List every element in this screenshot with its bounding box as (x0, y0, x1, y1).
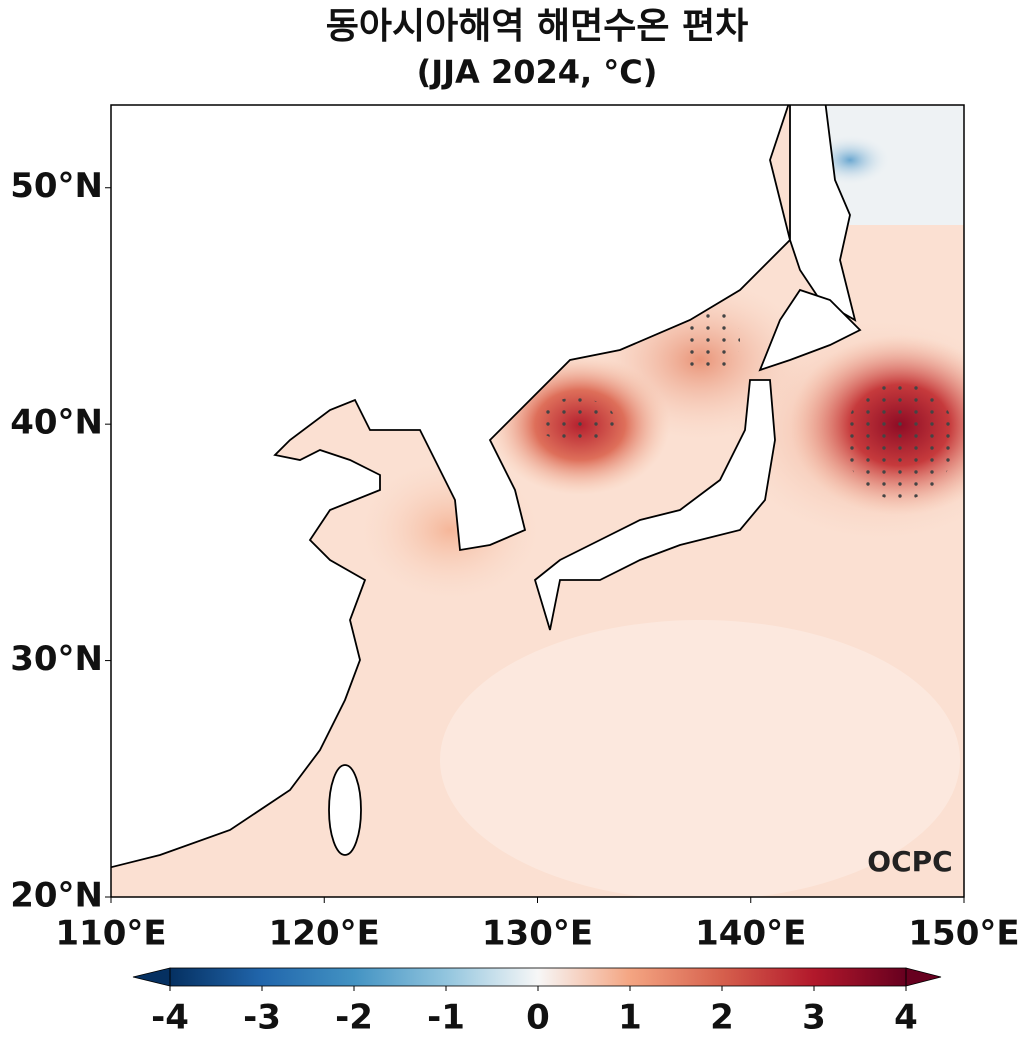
x-tick-label: 150°E (908, 914, 1019, 954)
x-tick-label: 110°E (55, 914, 166, 954)
colorbar-tick-label: 0 (526, 998, 550, 1038)
colorbar-tick-label: 1 (618, 998, 642, 1038)
sst-field (111, 105, 964, 897)
y-tick-label: 40°N (10, 403, 103, 443)
subtitle: (JJA 2024, °C) (417, 53, 658, 91)
colorbar-tick-label: -4 (151, 998, 189, 1038)
title: 동아시아해역 해면수온 편차 (326, 6, 749, 47)
logo: OCPC (867, 845, 952, 878)
y-tick-label: 20°N (10, 876, 103, 916)
y-tick-label: 50°N (10, 166, 103, 206)
x-tick-label: 140°E (695, 914, 806, 954)
colorbar (170, 968, 906, 986)
colorbar-tick-label: 4 (894, 998, 918, 1038)
coastline (111, 105, 862, 869)
x-tick-label: 120°E (269, 914, 380, 954)
y-tick-label: 30°N (10, 639, 103, 679)
colorbar-extend-low (132, 967, 171, 987)
colorbar-tick-label: -3 (243, 998, 281, 1038)
colorbar-tick-label: -2 (335, 998, 373, 1038)
colorbar-extend-high (905, 967, 942, 987)
x-tick-label: 130°E (482, 914, 593, 954)
colorbar-tick-label: 2 (710, 998, 734, 1038)
colorbar-tick-label: -1 (427, 998, 465, 1038)
colorbar-tick-label: 3 (802, 998, 826, 1038)
